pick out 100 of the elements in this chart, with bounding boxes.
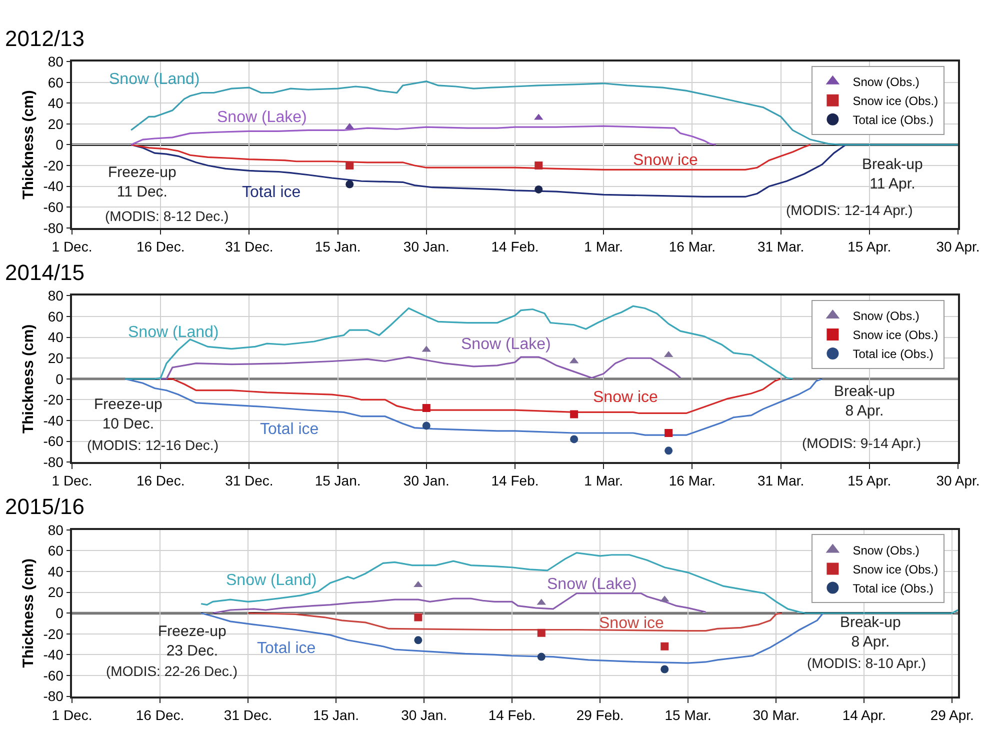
x-tick-label: 16 Mar. (668, 472, 716, 489)
annotation: (MODIS: 8-10 Apr.) (807, 655, 926, 671)
annotation: Snow ice (599, 615, 664, 632)
x-tick-label: 1 Dec. (52, 238, 92, 254)
x-tick-label: 14 Feb. (488, 706, 536, 723)
y-axis-title: Thickness (cm) (20, 324, 37, 434)
y-tick-label: 0 (56, 136, 64, 153)
annotation: Total ice (257, 640, 316, 657)
x-tick-label: 30 Jan. (401, 706, 448, 723)
legend-label: Total ice (Obs.) (852, 347, 934, 362)
x-tick-label: 15 Mar. (664, 706, 712, 723)
y-tick-label: -20 (43, 157, 64, 174)
y-tick-label: -80 (43, 454, 64, 470)
y-tick-label: -80 (43, 220, 64, 236)
x-tick-label: 14 Apr. (842, 706, 886, 723)
chart-title: 2012/13 (5, 26, 85, 51)
y-tick-label: 60 (48, 542, 64, 559)
x-tick-label: 16 Dec. (136, 706, 184, 723)
y-tick-label: 0 (56, 370, 64, 387)
x-tick-label: 31 Dec. (224, 706, 272, 723)
x-tick-label: 30 Jan. (403, 238, 450, 254)
x-tick-label: 29 Apr. (930, 706, 974, 723)
y-tick-label: -40 (43, 412, 64, 428)
annotation: Snow (Land) (226, 572, 317, 589)
x-tick-label: 31 Mar. (757, 238, 804, 254)
x-tick-label: 15 Jan. (314, 238, 361, 254)
annotation: Total ice (242, 184, 301, 201)
y-tick-label: -20 (43, 626, 64, 642)
point (664, 446, 673, 455)
annotation: Break-up 11 Apr. (862, 156, 923, 192)
y-tick-label: -60 (43, 667, 64, 684)
y-tick-label: 0 (56, 605, 64, 622)
y-axis-title: Thickness (cm) (20, 558, 37, 668)
x-tick-label: 1 Mar. (584, 238, 624, 254)
annotation: (MODIS: 9-14 Apr.) (802, 435, 922, 451)
y-tick-label: 20 (48, 350, 64, 366)
y-axis-title: Thickness (cm) (20, 90, 37, 200)
x-tick-label: 15 Apr. (848, 472, 892, 489)
legend-label: Total ice (Obs.) (852, 581, 934, 596)
line-series (212, 592, 706, 614)
point (422, 422, 430, 430)
y-tick-label: 60 (48, 74, 64, 90)
y-tick-label: -40 (43, 646, 64, 663)
annotation: Snow (Lake) (461, 336, 551, 353)
point (570, 435, 578, 444)
x-tick-label: 31 Mar. (757, 472, 804, 489)
annotation: Snow (Land) (109, 71, 200, 88)
annotation: Break-up 8 Apr. (834, 383, 895, 420)
annotation: Snow ice (593, 389, 658, 406)
x-tick-label: 1 Dec. (52, 706, 92, 723)
y-tick-label: -20 (43, 392, 64, 408)
legend-label: Snow (Obs.) (852, 309, 920, 324)
point (664, 428, 673, 437)
legend-label: Snow ice (Obs.) (852, 328, 938, 342)
x-tick-label: 15 Jan. (313, 706, 360, 723)
line-series (130, 125, 717, 146)
x-tick-label: 31 Dec. (225, 238, 274, 254)
y-tick-label: -60 (43, 433, 64, 450)
legend-label: Snow ice (Obs.) (852, 562, 938, 576)
y-tick-label: 80 (48, 288, 64, 304)
x-tick-label: 30 Mar. (752, 706, 800, 723)
annotation: Freeze-up 11 Dec. (108, 164, 176, 200)
point (537, 652, 546, 661)
x-tick-label: 29 Feb. (576, 706, 624, 723)
line-series (124, 305, 794, 380)
y-tick-label: -40 (43, 178, 64, 194)
y-tick-label: 20 (48, 116, 64, 132)
legend-label: Total ice (Obs.) (852, 113, 934, 128)
line-series (160, 356, 682, 380)
annotation: Freeze-up 23 Dec. (158, 623, 226, 660)
x-tick-label: 1 Mar. (584, 472, 624, 489)
y-tick-label: 60 (48, 308, 64, 324)
annotation: (MODIS: 12-16 Dec.) (87, 437, 218, 453)
point (660, 665, 669, 674)
x-tick-label: 14 Feb. (491, 238, 539, 254)
point (422, 404, 430, 412)
point (534, 162, 543, 170)
point (414, 613, 422, 622)
y-tick-label: 40 (48, 329, 64, 346)
line-series (247, 612, 783, 632)
annotation: Snow (Land) (128, 324, 219, 341)
legend-label: Snow ice (Obs.) (852, 94, 938, 108)
y-tick-label: 40 (48, 563, 64, 580)
x-tick-label: 14 Feb. (491, 472, 539, 489)
point (537, 628, 546, 637)
x-tick-label: 16 Mar. (668, 238, 716, 254)
point (534, 185, 543, 194)
x-tick-label: 16 Dec. (136, 238, 185, 254)
chart-title: 2014/15 (5, 260, 85, 285)
point (570, 410, 578, 418)
y-tick-label: -80 (43, 688, 64, 704)
legend-label: Snow (Obs.) (852, 75, 920, 90)
x-tick-label: 30 Jan. (403, 472, 450, 489)
x-tick-label: 1 Dec. (52, 472, 92, 489)
x-tick-label: 16 Dec. (136, 472, 185, 489)
point (660, 642, 669, 650)
annotation: Total ice (260, 421, 319, 438)
annotation: Snow (Lake) (217, 109, 307, 126)
point (346, 162, 354, 170)
x-tick-label: 15 Jan. (314, 472, 361, 489)
